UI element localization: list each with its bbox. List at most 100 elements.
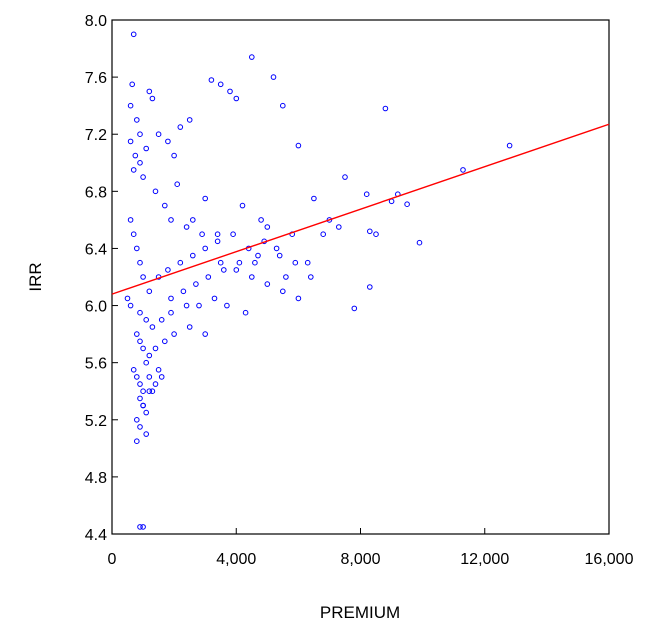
data-point [127,302,134,309]
data-point [137,160,143,166]
data-point [152,188,159,195]
data-point [249,274,255,280]
data-point [127,217,134,223]
data-point [171,331,177,337]
data-point [214,238,221,245]
data-point [382,105,389,112]
y-tick-label: 6.8 [85,184,107,201]
data-point [137,309,143,316]
data-point [295,142,302,149]
data-point [127,138,134,145]
y-tick-label: 8.0 [85,13,107,30]
data-point [183,302,190,309]
data-point [140,524,146,530]
data-point [273,245,280,252]
data-point [134,438,140,445]
data-point [143,431,149,437]
data-point [140,345,146,352]
y-tick-label: 7.6 [85,70,107,87]
data-point [149,324,156,330]
x-tick-label: 8,000 [340,551,380,568]
x-axis-title: PREMIUM [320,603,400,622]
data-point [162,202,168,209]
y-tick-label: 5.2 [85,413,107,430]
y-axis-title: IRR [26,262,45,291]
data-point [177,124,184,130]
data-point [137,395,143,402]
data-point [165,138,171,145]
data-point [174,181,180,187]
data-point [258,217,264,223]
data-point [130,31,137,38]
x-tick-label: 16,000 [585,551,634,568]
data-point [270,74,277,80]
data-point [129,81,135,88]
data-point [143,317,149,323]
data-point [202,245,208,252]
data-point [134,245,140,252]
data-point [264,281,271,287]
data-point [236,259,243,266]
data-point [308,274,314,280]
data-point [205,274,212,280]
data-point [363,191,370,197]
data-point [239,202,246,209]
regression-line-group [111,123,610,295]
data-point [130,231,137,237]
data-point [155,367,162,373]
data-point [320,231,327,237]
scatter-points [124,31,513,530]
x-tick-label: 12,000 [460,551,509,568]
data-point [217,259,224,266]
data-point [183,224,190,230]
data-point [137,381,143,387]
data-point [199,231,205,237]
y-axis-ticks: 4.4 4.8 5.2 5.6 6.0 6.4 6.8 7.2 7.6 8.0 [85,13,118,544]
data-point [168,217,174,223]
data-point [196,302,202,309]
data-point [130,367,137,373]
data-point [249,54,255,60]
data-point [351,305,358,312]
data-point [193,281,199,287]
data-point [146,352,153,359]
data-point [214,231,221,237]
data-point [143,359,149,366]
data-point [134,374,140,380]
data-point [155,131,162,137]
y-tick-label: 4.8 [85,470,107,487]
data-point [280,288,286,295]
data-point [132,152,139,159]
data-point [146,288,153,295]
data-point [373,231,379,237]
data-point [134,417,140,423]
data-point [367,228,373,235]
data-point [146,88,153,95]
data-point [143,145,149,152]
y-tick-label: 4.4 [85,527,107,544]
data-point [158,317,165,323]
data-point [190,217,196,223]
data-point [217,81,224,88]
data-point [137,424,143,430]
data-point [416,239,423,246]
data-point [137,131,143,137]
data-point [233,95,240,102]
data-point [127,102,134,109]
y-tick-label: 6.0 [85,299,107,316]
data-point [221,267,227,273]
data-point [130,167,137,173]
data-point [152,345,159,352]
data-point [162,338,168,345]
data-point [208,77,215,83]
data-point [283,274,289,280]
x-tick-label: 0 [108,551,117,568]
data-point [152,381,159,387]
data-point [168,309,174,316]
data-point [311,195,317,202]
data-point [137,259,143,266]
data-point [168,295,174,302]
data-point [202,331,208,337]
data-point [460,167,466,173]
